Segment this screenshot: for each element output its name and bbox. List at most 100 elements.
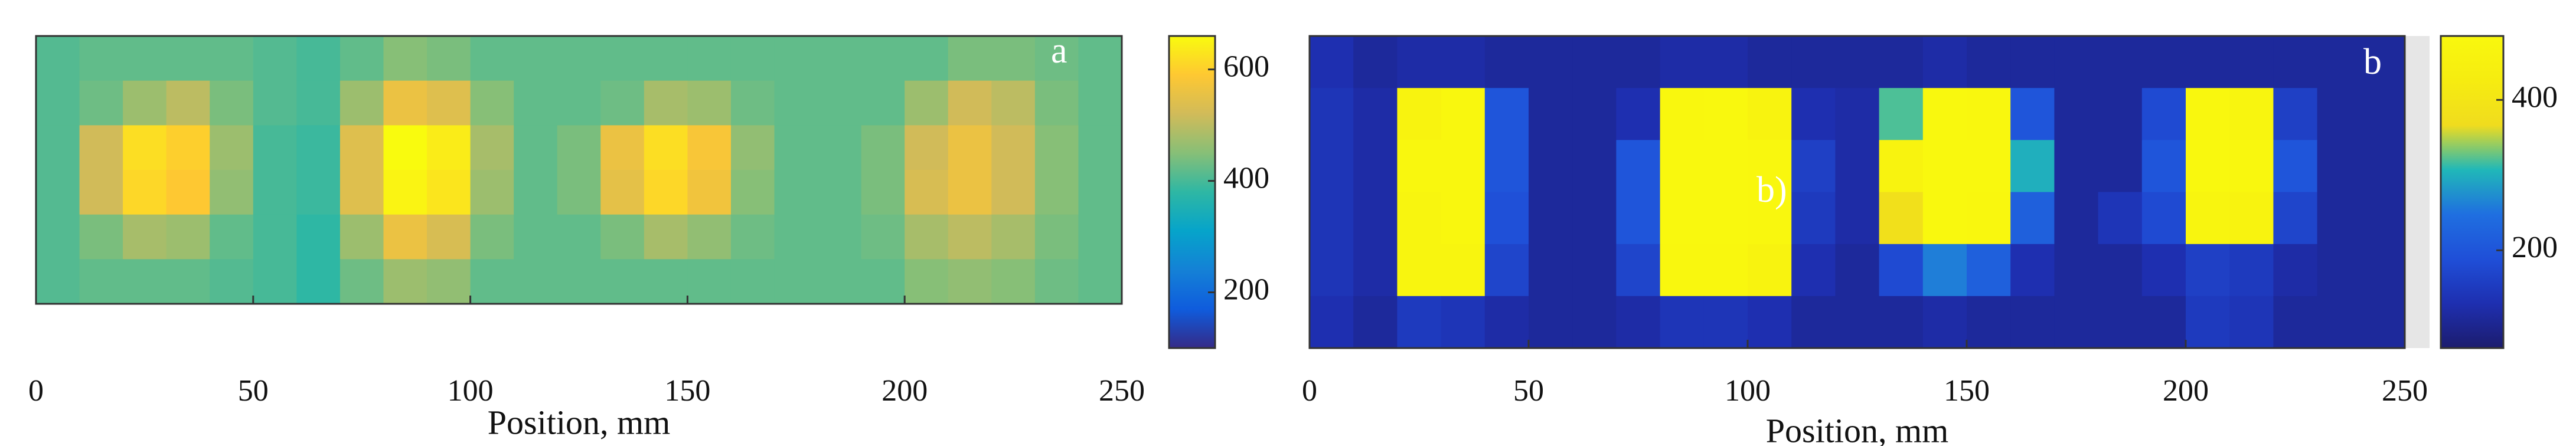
- heat-cell: [1835, 296, 1880, 349]
- colorbar-tick-label: 200: [2512, 231, 2558, 264]
- heat-cell: [123, 125, 167, 170]
- heat-cell: [514, 214, 558, 260]
- heat-cell: [948, 36, 992, 81]
- heat-cell: [1397, 88, 1442, 140]
- heat-cell: [166, 170, 210, 215]
- heat-cell: [210, 170, 254, 215]
- heat-cell: [1879, 36, 1924, 88]
- heat-cell: [36, 259, 80, 304]
- heat-cell: [948, 125, 992, 170]
- heat-cell: [79, 214, 123, 260]
- heat-cell: [2054, 36, 2099, 88]
- colorbar-tick-label: 400: [2512, 80, 2558, 114]
- heat-cell: [1529, 244, 1573, 297]
- heat-cell: [2098, 244, 2143, 297]
- heat-cell: [687, 259, 732, 304]
- heat-cell: [1616, 192, 1661, 245]
- colorbar-tick-label: 400: [1223, 162, 1269, 195]
- heat-cell: [1922, 244, 1967, 297]
- heat-cell: [557, 259, 601, 304]
- heat-cell: [79, 170, 123, 215]
- heat-cell: [383, 170, 427, 215]
- heat-cell: [861, 125, 905, 170]
- heat-cell: [1353, 296, 1398, 349]
- heat-cell: [2317, 296, 2362, 349]
- heat-cell: [774, 125, 818, 170]
- heat-cell: [1922, 140, 1967, 192]
- heat-cell: [2141, 244, 2186, 297]
- heat-cell: [2360, 192, 2405, 245]
- heat-cell: [1835, 88, 1880, 140]
- heat-cell: [948, 259, 992, 304]
- heat-cell: [1748, 244, 1792, 297]
- heat-cell: [1703, 296, 1748, 349]
- heat-cell: [644, 80, 688, 126]
- plot-frame: [1308, 35, 2406, 349]
- heat-cell: [1397, 192, 1442, 245]
- heat-cell: [2360, 296, 2405, 349]
- heat-cell: [600, 214, 645, 260]
- heat-cell: [1078, 36, 1122, 81]
- gray-strip: [2405, 36, 2430, 348]
- heat-cell: [383, 80, 427, 126]
- heat-cell: [1967, 88, 2011, 140]
- heat-cell: [1572, 192, 1617, 245]
- heat-cell: [1748, 140, 1792, 192]
- heat-cell: [2098, 88, 2143, 140]
- heat-cell: [2273, 244, 2318, 297]
- heat-cell: [557, 80, 601, 126]
- heat-cell: [1660, 140, 1705, 192]
- heat-cell: [2273, 36, 2318, 88]
- colorbar: [2440, 35, 2505, 349]
- heat-cell: [991, 80, 1036, 126]
- heat-cell: [296, 214, 341, 260]
- heat-cell: [1616, 36, 1661, 88]
- heat-cell: [1484, 296, 1529, 349]
- heat-cell: [2317, 244, 2362, 297]
- heat-cell: [1922, 296, 1967, 349]
- heat-cell: [1034, 259, 1079, 304]
- heat-cell: [210, 125, 254, 170]
- heat-cell: [2054, 88, 2099, 140]
- heat-cell: [79, 80, 123, 126]
- heat-cell: [253, 36, 297, 81]
- heat-cell: [991, 125, 1036, 170]
- heat-cell: [36, 125, 80, 170]
- heat-cell: [2010, 140, 2055, 192]
- heat-cell: [2186, 192, 2230, 245]
- heat-cell: [1484, 140, 1529, 192]
- heat-cell: [991, 259, 1036, 304]
- heat-cell: [2098, 140, 2143, 192]
- heat-cell: [514, 259, 558, 304]
- heat-cell: [1835, 244, 1880, 297]
- heat-cell: [427, 259, 471, 304]
- heat-cell: [1529, 140, 1573, 192]
- heat-cell: [687, 80, 732, 126]
- heat-cell: [2360, 36, 2405, 88]
- heat-cell: [905, 36, 949, 81]
- heat-cell: [1616, 88, 1661, 140]
- heat-cell: [2273, 192, 2318, 245]
- heat-cell: [1922, 192, 1967, 245]
- heat-cell: [600, 125, 645, 170]
- heat-cell: [2054, 140, 2099, 192]
- heat-cell: [600, 170, 645, 215]
- heat-cell: [774, 80, 818, 126]
- heat-cell: [470, 36, 514, 81]
- heat-cell: [1660, 192, 1705, 245]
- heat-cell: [1879, 88, 1924, 140]
- x-tick-label: 200: [881, 374, 928, 408]
- heat-cell: [470, 214, 514, 260]
- heat-cell: [339, 170, 384, 215]
- heat-cell: [2141, 192, 2186, 245]
- heat-cell: [36, 170, 80, 215]
- heat-cell: [2098, 192, 2143, 245]
- heat-cell: [1879, 192, 1924, 245]
- heat-cell: [687, 214, 732, 260]
- heat-cell: [1572, 36, 1617, 88]
- heat-cell: [427, 125, 471, 170]
- heat-cell: [948, 80, 992, 126]
- heat-cell: [1835, 192, 1880, 245]
- heat-cell: [2317, 36, 2362, 88]
- heat-cell: [730, 170, 775, 215]
